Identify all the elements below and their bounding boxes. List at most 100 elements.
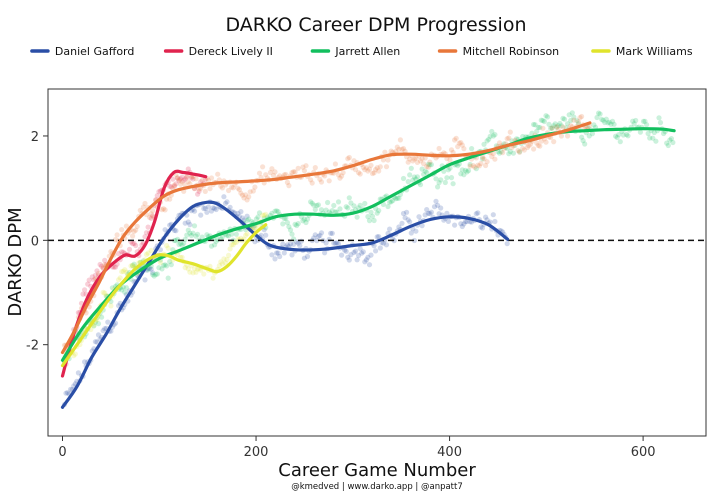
data-point [653,138,659,144]
data-point [458,171,464,177]
data-point [613,133,619,139]
data-point [82,359,88,365]
data-point [130,262,136,268]
data-point [202,188,208,194]
data-point [304,253,311,260]
data-point [193,269,199,275]
data-point [510,150,516,156]
data-point [80,291,86,297]
data-point [116,251,122,257]
data-point [380,240,386,246]
data-point [328,230,334,236]
data-point [456,140,462,146]
data-point [383,164,390,170]
data-point [369,213,376,219]
data-point [332,209,338,215]
data-point [668,136,675,142]
data-point [400,210,407,217]
data-point [585,124,591,131]
data-point [506,151,512,157]
data-point [566,112,572,118]
data-point [326,209,332,215]
data-point [645,130,651,137]
data-point [239,192,246,198]
data-point [287,241,294,247]
data-point [295,240,301,246]
data-point [549,125,555,131]
data-point [179,254,185,260]
data-point [579,113,585,120]
data-point [496,150,503,156]
data-point [112,264,119,270]
data-point [318,230,325,236]
data-point [309,200,315,206]
data-point [383,242,390,248]
data-point [657,120,664,126]
data-point [222,200,229,206]
data-point [198,179,204,185]
data-point [345,156,351,162]
data-point [168,184,174,190]
data-point [521,147,527,153]
data-point [119,269,125,275]
data-point [157,259,163,266]
data-point [292,221,298,227]
data-point [239,215,246,221]
data-point [167,183,173,189]
data-point [162,262,168,268]
data-point [297,243,303,249]
data-point [577,115,583,121]
data-point [261,212,267,218]
data-point [396,146,402,152]
data-point [272,208,278,214]
data-point [342,247,348,253]
data-point [190,270,196,276]
data-point [605,120,611,126]
data-point [331,202,337,209]
data-point [394,195,400,201]
data-point [390,198,396,204]
data-point [187,222,193,228]
data-point [256,210,263,216]
data-point [182,220,188,226]
data-point [238,209,244,215]
legend-label: Mark Williams [616,45,693,58]
x-tick-label: 200 [244,445,269,460]
data-point [312,232,318,238]
data-point [476,163,482,169]
data-point [167,259,173,265]
data-point [469,146,475,152]
data-point [371,217,377,224]
data-point [436,180,442,186]
data-point [664,140,670,146]
data-point [532,122,538,128]
data-point [230,242,236,248]
data-point [252,184,258,190]
data-point [411,237,417,244]
data-point [450,149,456,156]
data-point [444,210,450,216]
data-point [153,271,159,277]
data-point [385,203,391,210]
data-point [640,118,647,124]
data-point [226,252,232,258]
data-point [346,154,352,161]
data-point [650,135,656,141]
data-point [301,168,307,174]
data-point [205,204,211,210]
data-point [241,195,247,201]
data-point [207,186,213,192]
data-point [94,268,100,274]
data-point [309,180,315,186]
data-point [269,210,275,216]
data-point [287,227,294,233]
data-point [318,179,325,185]
data-point [147,265,153,271]
data-point [421,171,427,177]
data-point [507,129,513,135]
data-point [360,249,366,255]
data-point [450,181,456,187]
data-point [130,263,136,269]
data-point [332,161,338,167]
data-point [399,146,405,152]
